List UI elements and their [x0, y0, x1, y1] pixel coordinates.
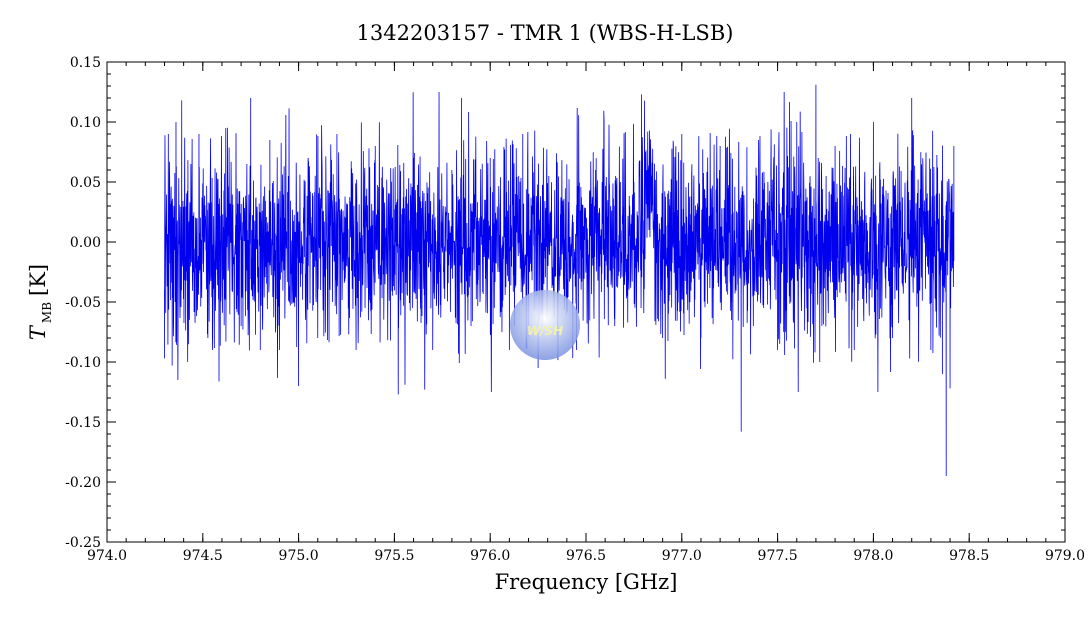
x-tick-label: 974.5 — [183, 548, 223, 564]
y-axis-subscript: MB — [40, 302, 54, 323]
wish-watermark-logo: W/SH — [510, 290, 580, 360]
watermark-text: W/SH — [527, 324, 563, 338]
y-axis-unit: [K] — [26, 264, 50, 296]
y-tick-label: 0.10 — [70, 115, 101, 131]
x-tick-label: 978.5 — [949, 548, 989, 564]
y-tick-label: 0.00 — [70, 235, 101, 251]
x-tick-label: 976.0 — [470, 548, 510, 564]
y-tick-label: -0.05 — [65, 295, 101, 311]
x-tick-label: 975.0 — [279, 548, 319, 564]
axes: 974.0 974.5 975.0 975.5 976.0 976.5 977.0 977.5… — [65, 55, 1085, 564]
y-tick-label: -0.10 — [65, 355, 101, 371]
spectrum-line — [164, 84, 955, 477]
x-tick-label: 979.0 — [1045, 548, 1085, 564]
spectrum-series — [164, 84, 955, 477]
y-axis-label: TMB [K] — [26, 264, 54, 340]
watermark-circle — [510, 290, 580, 360]
y-tick-label: 0.05 — [70, 175, 101, 191]
x-tick-label: 975.5 — [374, 548, 414, 564]
x-tick-label: 978.0 — [853, 548, 893, 564]
x-tick-label: 974.0 — [87, 548, 127, 564]
y-tick-label: -0.25 — [65, 535, 101, 551]
x-tick-label: 977.0 — [662, 548, 702, 564]
x-tick-label: 976.5 — [566, 548, 606, 564]
y-axis-symbol: T — [26, 324, 50, 340]
y-tick-label: -0.20 — [65, 475, 101, 491]
x-tick-label: 977.5 — [758, 548, 798, 564]
y-tick-label: 0.15 — [70, 55, 101, 71]
x-axis-label: Frequency [GHz] — [495, 570, 678, 594]
chart-title: 1342203157 - TMR 1 (WBS-H-LSB) — [357, 21, 734, 45]
y-tick-label: -0.15 — [65, 415, 101, 431]
